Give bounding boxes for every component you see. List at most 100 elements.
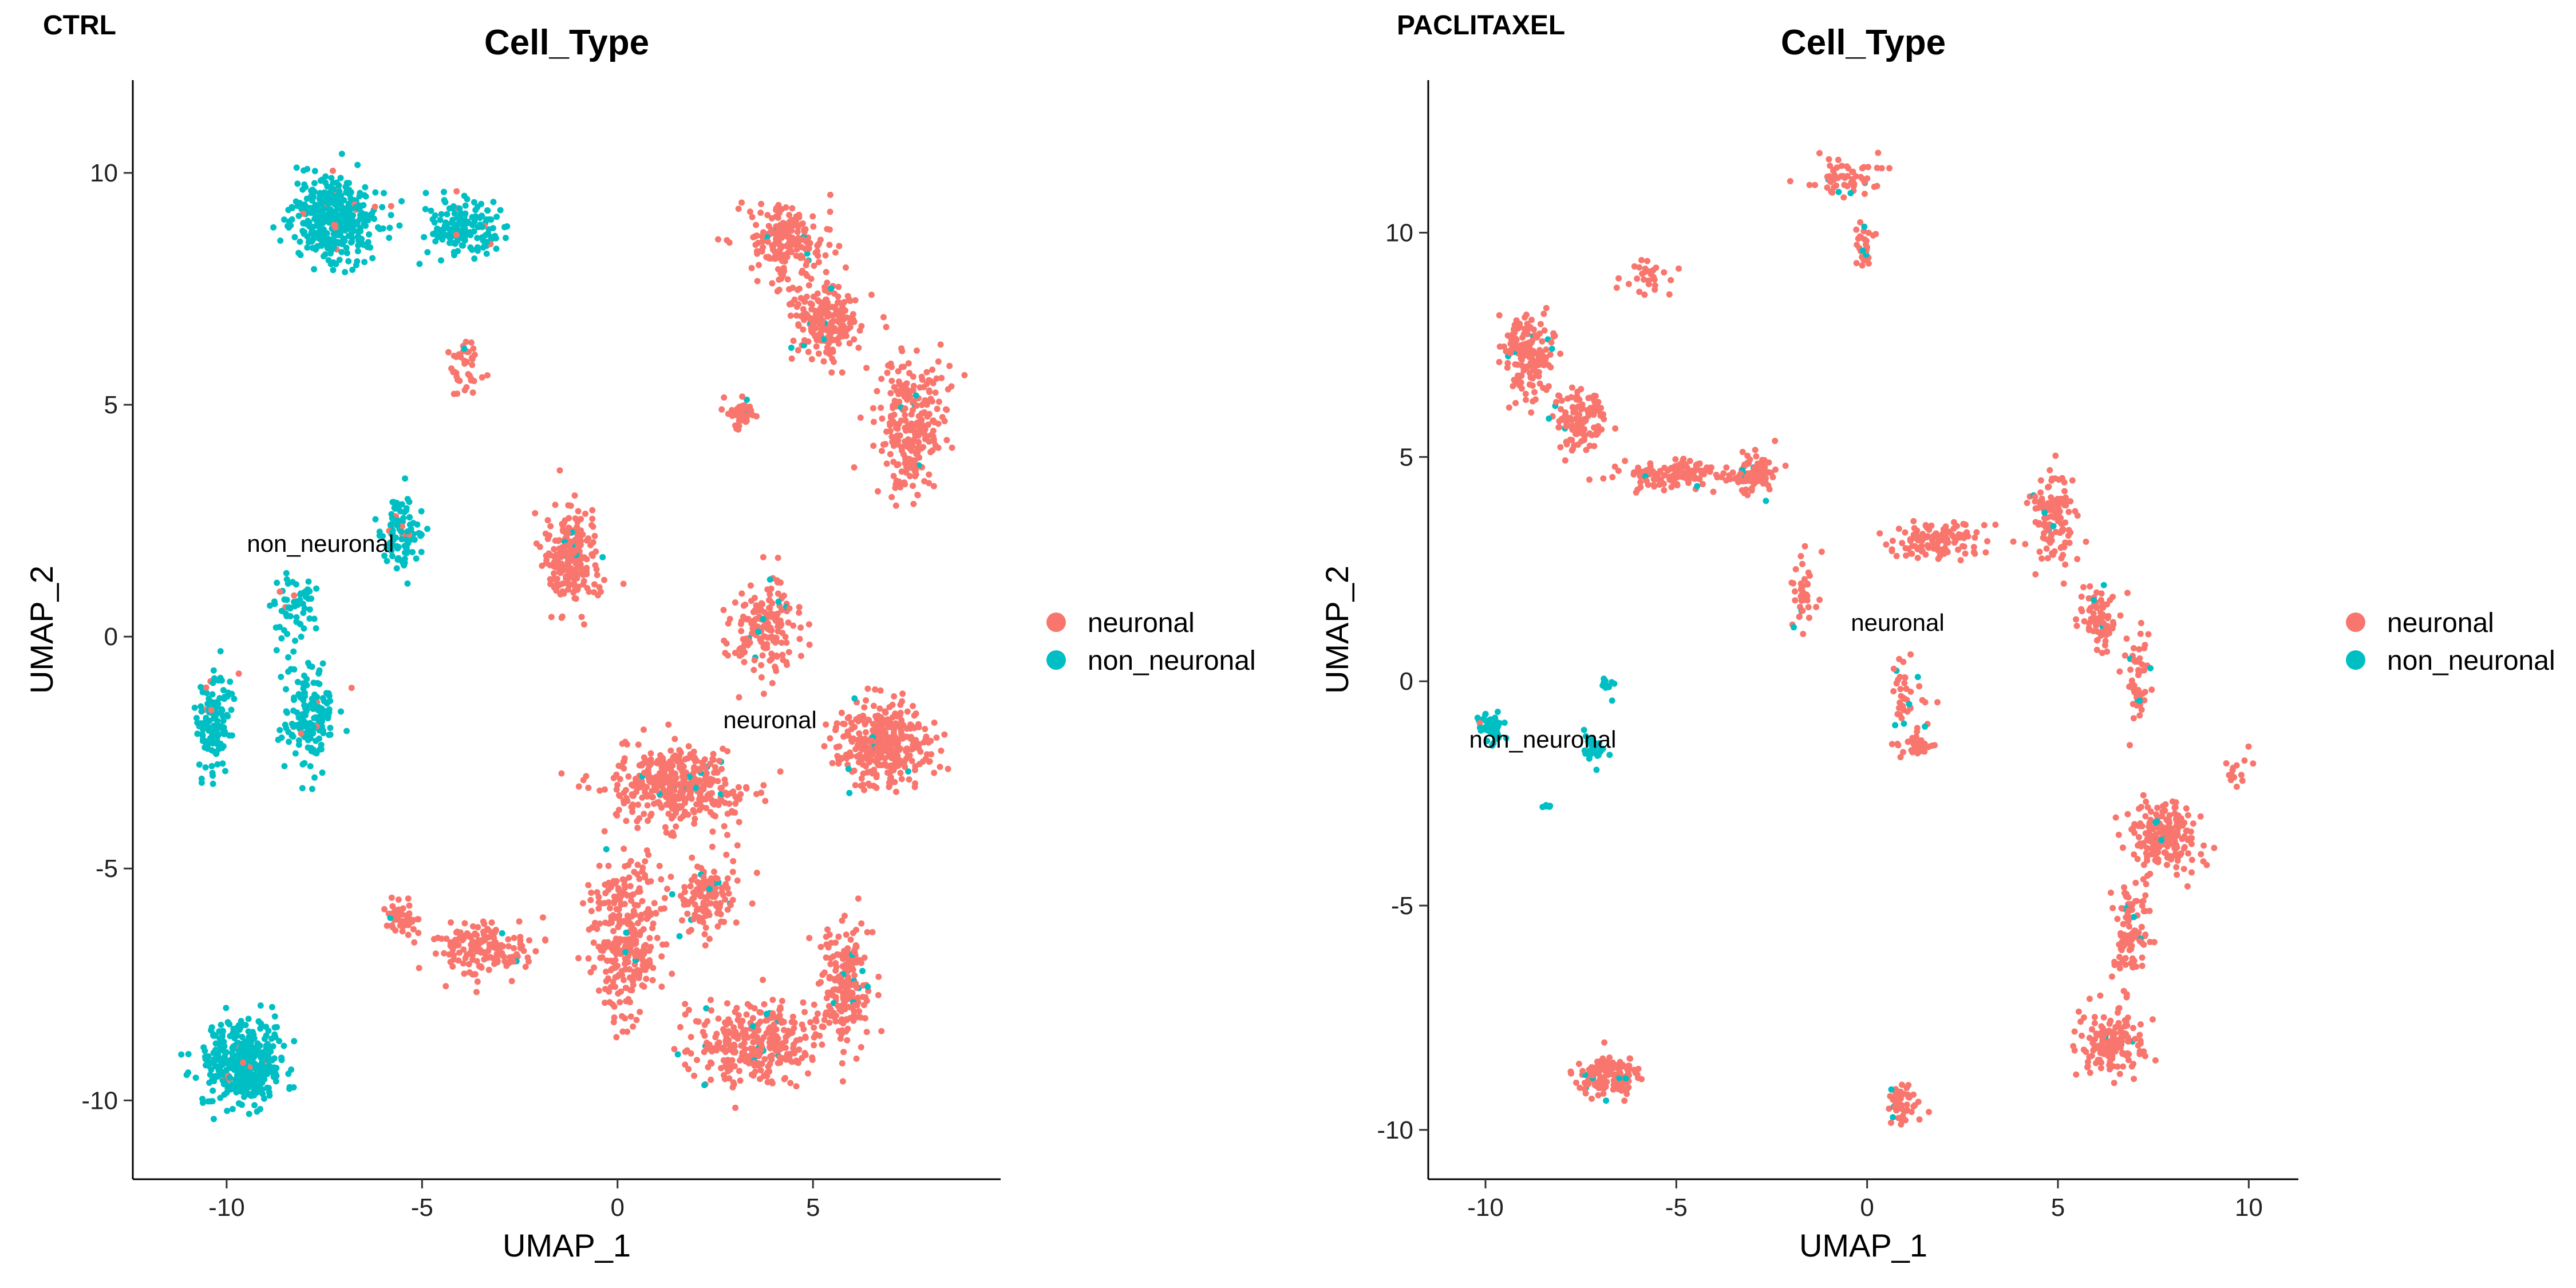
point-neuronal (764, 212, 771, 219)
point-non-neuronal (499, 930, 505, 937)
point-non-neuronal (404, 496, 411, 503)
point-non-neuronal (338, 708, 344, 715)
point-non-neuronal (755, 629, 762, 635)
point-neuronal (623, 817, 630, 824)
point-neuronal (758, 600, 765, 607)
point-neuronal (406, 902, 413, 909)
point-non-neuronal (335, 229, 342, 235)
point-neuronal (395, 896, 402, 903)
point-neuronal (912, 737, 919, 744)
point-neuronal (728, 1044, 734, 1051)
point-neuronal (878, 754, 884, 761)
scatter-points (178, 151, 968, 1123)
point-neuronal (761, 1056, 768, 1062)
point-neuronal (784, 276, 791, 283)
point-non-neuronal (264, 1051, 271, 1058)
point-neuronal (508, 978, 515, 985)
point-neuronal (631, 911, 638, 918)
point-neuronal (828, 369, 835, 376)
point-neuronal (634, 902, 641, 908)
point-neuronal (580, 621, 587, 628)
point-neuronal (789, 205, 796, 212)
point-non-neuronal (272, 624, 279, 631)
point-non-neuronal (398, 198, 405, 204)
point-neuronal (1559, 416, 1565, 422)
point-neuronal (892, 720, 899, 727)
point-non-neuronal (283, 708, 290, 715)
point-non-neuronal (418, 548, 425, 555)
point-neuronal (579, 555, 586, 562)
point-non-neuronal (424, 526, 430, 532)
point-neuronal (451, 353, 457, 359)
point-neuronal (875, 973, 882, 980)
point-neuronal (710, 769, 717, 776)
point-non-neuronal (493, 214, 500, 220)
point-neuronal (699, 759, 705, 766)
point-neuronal (1600, 475, 1607, 482)
point-neuronal (858, 783, 864, 789)
cluster-non-neuronal (267, 570, 320, 655)
point-neuronal (1510, 383, 1516, 389)
point-neuronal (594, 571, 600, 578)
point-neuronal (556, 546, 563, 552)
point-non-neuronal (305, 737, 311, 744)
point-neuronal (697, 792, 704, 799)
point-neuronal (888, 413, 894, 420)
point-non-neuronal (362, 223, 369, 229)
point-non-neuronal (395, 555, 402, 562)
point-neuronal (601, 576, 607, 583)
point-neuronal (644, 793, 651, 800)
point-neuronal (741, 659, 748, 665)
point-neuronal (946, 362, 953, 369)
point-neuronal (1532, 396, 1539, 403)
point-neuronal (879, 415, 886, 422)
point-non-neuronal (281, 596, 288, 603)
point-neuronal (779, 206, 785, 213)
point-neuronal (746, 208, 753, 215)
point-non-neuronal (1546, 415, 1552, 422)
point-non-neuronal (196, 761, 203, 768)
point-non-neuronal (475, 224, 481, 230)
y-tick-label: -10 (81, 1086, 118, 1115)
point-non-neuronal (403, 505, 410, 512)
point-neuronal (856, 1008, 863, 1015)
point-neuronal (621, 765, 627, 772)
point-neuronal (778, 639, 785, 646)
point-neuronal (389, 922, 396, 929)
point-neuronal (606, 920, 612, 927)
point-neuronal (445, 349, 452, 355)
point-neuronal (613, 1034, 620, 1041)
point-neuronal (902, 412, 908, 418)
point-neuronal (815, 252, 821, 259)
point-neuronal (772, 613, 779, 619)
point-neuronal (1512, 361, 1519, 368)
point-neuronal (1708, 464, 1714, 471)
point-neuronal (731, 1063, 738, 1069)
point-non-neuronal (257, 1002, 264, 1009)
point-non-neuronal (291, 234, 298, 240)
point-neuronal (847, 298, 854, 305)
point-neuronal (470, 345, 477, 352)
point-non-neuronal (306, 728, 313, 735)
point-non-neuronal (304, 244, 311, 251)
point-non-neuronal (278, 674, 285, 680)
point-neuronal (1527, 347, 1534, 354)
x-tick-label: -5 (411, 1194, 433, 1222)
point-non-neuronal (389, 515, 396, 521)
point-non-neuronal (398, 501, 405, 508)
point-neuronal (607, 905, 613, 911)
point-neuronal (1710, 488, 1717, 495)
point-neuronal (639, 794, 646, 801)
point-non-neuronal (461, 345, 468, 352)
point-neuronal (887, 451, 894, 457)
point-non-neuronal (286, 738, 293, 745)
point-non-neuronal (317, 177, 324, 184)
point-neuronal (787, 1080, 794, 1086)
point-neuronal (1563, 441, 1570, 448)
point-non-neuronal (404, 550, 410, 556)
point-non-neuronal (851, 695, 858, 702)
point-non-neuronal (305, 578, 312, 585)
x-axis-title: UMAP_1 (503, 1227, 631, 1263)
point-neuronal (564, 530, 571, 537)
point-non-neuronal (350, 227, 357, 234)
